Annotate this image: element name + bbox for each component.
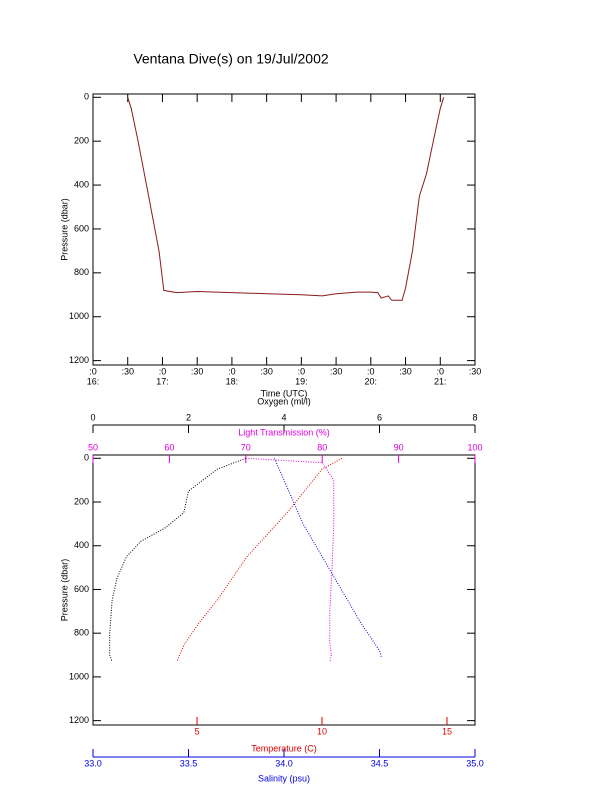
x-tick-sublabel: 20: <box>365 376 378 386</box>
x-tick-label: 33.0 <box>84 758 102 768</box>
x-tick-label: :30 <box>191 366 204 376</box>
y-tick-label: 200 <box>74 136 89 146</box>
y-tick-label: 0 <box>84 92 89 102</box>
x-tick-label: 2 <box>186 412 191 422</box>
y-tick-label: 400 <box>74 540 89 550</box>
y-tick-label: 600 <box>74 584 89 594</box>
x-tick-label: :0 <box>367 366 375 376</box>
x-tick-label: :30 <box>399 366 412 376</box>
x-tick-label: 80 <box>317 442 327 452</box>
x-axis-label: Light Transmission (%) <box>238 427 330 437</box>
x-tick-sublabel: 16: <box>87 376 100 386</box>
y-tick-label: 0 <box>84 453 89 463</box>
x-axis-label: Oxygen (ml/l) <box>257 396 311 406</box>
plot-frame <box>92 93 476 366</box>
x-tick-label: 10 <box>317 726 327 736</box>
y-axis-label: Pressure (dbar) <box>59 559 69 622</box>
chart-title: Ventana Dive(s) on 19/Jul/2002 <box>133 51 329 67</box>
y-tick-label: 400 <box>74 179 89 189</box>
x-tick-label: :0 <box>89 366 97 376</box>
x-tick-label: :0 <box>437 366 445 376</box>
x-tick-label: 6 <box>377 412 382 422</box>
x-tick-label: :30 <box>469 366 482 376</box>
y-tick-label: 800 <box>74 628 89 638</box>
x-tick-label: 15 <box>442 726 452 736</box>
x-tick-label: 90 <box>394 442 404 452</box>
y-tick-label: 1000 <box>69 311 89 321</box>
x-tick-label: 4 <box>281 412 286 422</box>
y-tick-label: 600 <box>74 223 89 233</box>
data-line <box>274 458 382 658</box>
data-line <box>109 457 246 662</box>
x-tick-label: :0 <box>159 366 167 376</box>
x-tick-label: 50 <box>88 442 98 452</box>
x-tick-label: 34.0 <box>275 758 293 768</box>
y-tick-label: 1200 <box>69 355 89 365</box>
x-tick-label: :30 <box>330 366 343 376</box>
plot-frame <box>92 454 476 726</box>
data-line <box>245 457 335 662</box>
x-tick-label: :30 <box>260 366 273 376</box>
x-tick-sublabel: 21: <box>434 376 447 386</box>
x-tick-sublabel: 18: <box>226 376 239 386</box>
y-tick-label: 800 <box>74 267 89 277</box>
x-tick-sublabel: 19: <box>295 376 308 386</box>
x-tick-label: 35.0 <box>466 758 484 768</box>
x-tick-label: 100 <box>467 442 482 452</box>
x-tick-label: 5 <box>194 726 199 736</box>
x-tick-label: 0 <box>90 412 95 422</box>
data-line <box>127 97 445 301</box>
x-tick-label: 60 <box>164 442 174 452</box>
x-axis-label: Time (UTC) <box>261 388 308 398</box>
y-tick-label: 200 <box>74 496 89 506</box>
x-tick-label: 34.5 <box>371 758 389 768</box>
y-tick-label: 1200 <box>69 715 89 725</box>
y-tick-label: 1000 <box>69 671 89 681</box>
x-tick-sublabel: 17: <box>156 376 169 386</box>
y-axis-label: Pressure (dbar) <box>59 198 69 261</box>
x-tick-label: :0 <box>228 366 236 376</box>
x-tick-label: :0 <box>298 366 306 376</box>
x-tick-label: 70 <box>241 442 251 452</box>
data-line <box>176 457 343 662</box>
x-tick-label: :30 <box>121 366 134 376</box>
x-tick-label: 8 <box>472 412 477 422</box>
x-axis-label: Salinity (psu) <box>258 773 310 783</box>
x-axis-label: Temperature (C) <box>251 743 317 753</box>
x-tick-label: 33.5 <box>180 758 198 768</box>
